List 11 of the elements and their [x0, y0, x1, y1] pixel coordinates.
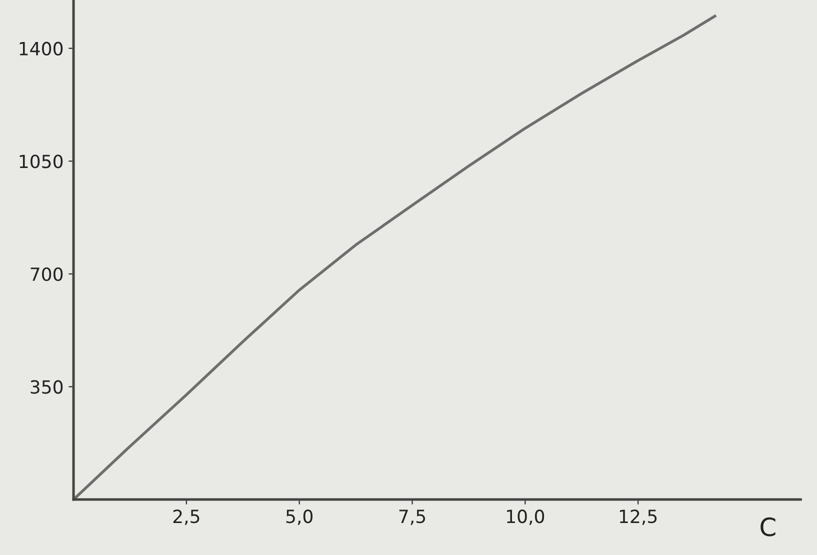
line-series	[74, 14, 716, 500]
y-tick-label: 700	[30, 267, 63, 282]
x-axis-title: C	[760, 517, 776, 536]
x-tick-label: 7,5	[399, 510, 426, 526]
x-tick-label: 5,0	[286, 510, 313, 526]
x-tick-label: 12,5	[620, 510, 657, 526]
y-tick-label: 1050	[20, 154, 63, 168]
y-tick-label: 1400	[20, 42, 63, 56]
y-tick-label: 350	[30, 380, 63, 394]
x-tick-label: 10,0	[507, 510, 544, 526]
x-tick-label: 2,5	[173, 510, 200, 526]
